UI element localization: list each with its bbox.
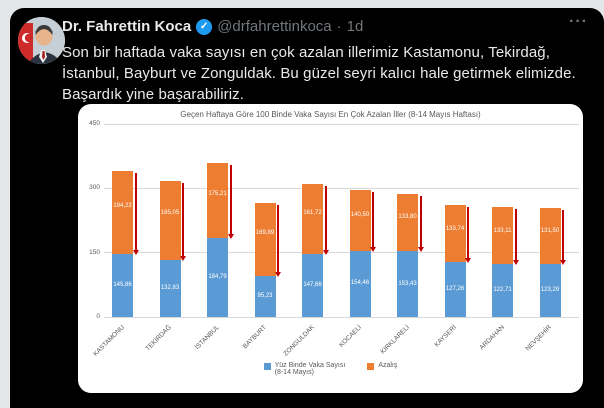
bar-vaka-value: 153,43 bbox=[398, 280, 417, 287]
bar-vaka-i̇stanbul bbox=[207, 237, 228, 317]
bar-azalis-teki̇rdağ bbox=[159, 180, 181, 261]
decrease-arrow-head bbox=[512, 260, 519, 266]
decrease-arrow bbox=[419, 195, 422, 248]
chart-title: Geçen Haftaya Göre 100 Binde Vaka Sayısı… bbox=[180, 110, 481, 119]
verified-icon: ✓ bbox=[196, 18, 213, 35]
bar-azalis-value: 175,21 bbox=[208, 190, 227, 197]
gridline-450 bbox=[104, 123, 579, 125]
legend-item-1: Azalış bbox=[367, 362, 397, 376]
bar-azalis-value: 169,89 bbox=[255, 230, 275, 237]
bar-azalis-value: 161,72 bbox=[303, 209, 322, 216]
legend-label-line1: Yüz Binde Vaka Sayısı bbox=[274, 362, 346, 369]
bar-vaka-kocaeli̇ bbox=[349, 250, 371, 317]
decrease-arrow bbox=[372, 192, 374, 247]
avatar[interactable] bbox=[18, 17, 65, 64]
y-tick-label-300: 300 bbox=[89, 184, 100, 192]
bar-vaka-nevşehi̇r bbox=[539, 264, 561, 317]
bar-vaka-kastamonu bbox=[112, 254, 133, 317]
bar-vaka-teki̇rdağ bbox=[159, 260, 181, 317]
legend-item-0: Yüz Binde Vaka Sayısı (8-14 Mayıs) bbox=[263, 362, 346, 376]
bar-azalis-value: 133,74 bbox=[445, 225, 465, 232]
decrease-arrow-head bbox=[417, 247, 424, 253]
bar-azalis-value: 194,22 bbox=[113, 202, 132, 209]
bar-azalis-kocaeli̇ bbox=[349, 190, 371, 251]
bar-azalis-nevşehi̇r bbox=[539, 207, 561, 265]
bar-azalis-value: 133,11 bbox=[493, 227, 512, 234]
decrease-arrow bbox=[562, 209, 564, 261]
decrease-arrow-head bbox=[227, 233, 234, 239]
avatar-photo bbox=[18, 17, 65, 64]
timestamp[interactable]: 1d bbox=[346, 18, 364, 35]
bar-vaka-value: 145,86 bbox=[113, 282, 132, 289]
chart-media[interactable]: Geçen Haftaya Göre 100 Binde Vaka Sayısı… bbox=[78, 104, 583, 393]
author-handle[interactable]: @drfahrettinkoca bbox=[217, 18, 332, 35]
tweet-text: Son bir haftada vaka sayısı en çok azala… bbox=[62, 44, 576, 103]
bar-vaka-kirklareli̇ bbox=[397, 251, 418, 317]
bar-vaka-value: 123,29 bbox=[540, 287, 560, 294]
decrease-arrow-head bbox=[180, 256, 186, 262]
tweet-header: Dr. Fahrettin Koca ✓ @drfahrettinkoca · … bbox=[62, 18, 363, 35]
y-tick-label-0: 0 bbox=[96, 313, 100, 320]
more-icon: ··· bbox=[569, 13, 588, 30]
decrease-arrow-head bbox=[275, 272, 281, 278]
bar-azalis-kirklareli̇ bbox=[397, 193, 418, 252]
decrease-arrow bbox=[514, 209, 517, 261]
decrease-arrow-head bbox=[560, 260, 566, 266]
bar-vaka-value: 95,23 bbox=[257, 293, 273, 300]
decrease-arrow bbox=[182, 182, 184, 257]
decrease-arrow bbox=[134, 173, 137, 251]
legend-swatch-0 bbox=[263, 363, 271, 370]
bar-azalis-kastamonu bbox=[112, 171, 133, 255]
decrease-arrow bbox=[324, 186, 327, 250]
bar-azalis-zonguldak bbox=[302, 184, 323, 254]
bar-vaka-bayburt bbox=[254, 276, 276, 317]
bar-vaka-value: 147,66 bbox=[303, 281, 322, 288]
bar-vaka-ardahan bbox=[492, 264, 513, 317]
bar-vaka-kayseri̇ bbox=[444, 262, 466, 317]
gridline-0 bbox=[104, 316, 579, 318]
decrease-arrow-head bbox=[322, 249, 329, 255]
legend-label-line2: (8-14 Mayıs) bbox=[274, 369, 314, 376]
bar-vaka-value: 132,83 bbox=[160, 285, 180, 291]
bar-vaka-value: 184,79 bbox=[208, 273, 227, 280]
tweet-card: Dr. Fahrettin Koca ✓ @drfahrettinkoca · … bbox=[10, 8, 604, 408]
author-name[interactable]: Dr. Fahrettin Koca bbox=[62, 18, 192, 35]
bar-azalis-value: 140,50 bbox=[350, 212, 370, 219]
separator-dot: · bbox=[336, 18, 342, 35]
bar-azalis-kayseri̇ bbox=[444, 205, 466, 263]
bar-azalis-value: 131,50 bbox=[540, 227, 560, 234]
bar-vaka-value: 154,46 bbox=[350, 280, 370, 287]
bar-vaka-zonguldak bbox=[302, 253, 323, 317]
bar-azalis-i̇stanbul bbox=[207, 162, 228, 238]
bar-vaka-value: 122,71 bbox=[493, 287, 512, 294]
plot-area: 0 150 300 450 145,86 194,22 KASTAMONU 132,83 185… bbox=[89, 120, 579, 358]
bar-azalis-value: 185,05 bbox=[160, 210, 180, 217]
y-tick-label-450: 450 bbox=[89, 120, 100, 127]
gridline-300 bbox=[104, 187, 579, 189]
gridline-150 bbox=[104, 252, 579, 254]
bar-azalis-bayburt bbox=[254, 203, 276, 277]
chart-legend: Yüz Binde Vaka Sayısı (8-14 Mayıs) Azalış bbox=[78, 362, 583, 376]
decrease-arrow-head bbox=[132, 250, 139, 256]
bar-vaka-value: 127,26 bbox=[445, 286, 465, 293]
bar-azalis-value: 133,80 bbox=[398, 214, 417, 221]
decrease-arrow bbox=[229, 164, 232, 234]
decrease-arrow bbox=[277, 205, 279, 273]
legend-label-line1: Azalış bbox=[378, 362, 398, 369]
legend-swatch-1 bbox=[367, 363, 375, 370]
decrease-arrow-head bbox=[465, 258, 471, 264]
decrease-arrow bbox=[467, 207, 469, 259]
more-button[interactable]: ··· bbox=[569, 13, 588, 30]
bar-azalis-ardahan bbox=[492, 207, 513, 265]
y-tick-label-150: 150 bbox=[89, 248, 100, 256]
legend-label-1: Azalış bbox=[378, 362, 397, 376]
legend-label-0: Yüz Binde Vaka Sayısı (8-14 Mayıs) bbox=[275, 362, 346, 376]
decrease-arrow-head bbox=[370, 246, 376, 252]
